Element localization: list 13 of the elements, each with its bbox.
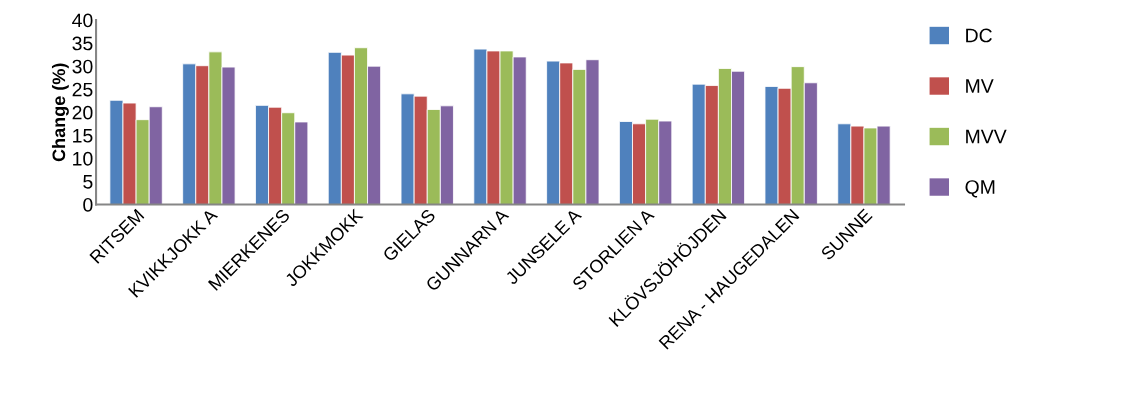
y-tick-label: 30 — [72, 59, 93, 74]
y-axis-title: Change (%) — [51, 63, 69, 162]
y-tick-label: 40 — [72, 13, 93, 28]
y-tick-label: 20 — [72, 105, 93, 120]
y-tick-label: 35 — [72, 36, 93, 51]
legend-label: MVV — [966, 129, 1007, 144]
y-tick-label: 15 — [73, 129, 93, 143]
legend-label: QM — [965, 180, 995, 198]
y-tick-label: 5 — [83, 175, 93, 189]
y-tick-label: 10 — [73, 151, 93, 166]
y-tick-label: 25 — [72, 82, 93, 97]
legend-label: MV — [966, 79, 994, 93]
legend-label: DC — [966, 28, 992, 43]
